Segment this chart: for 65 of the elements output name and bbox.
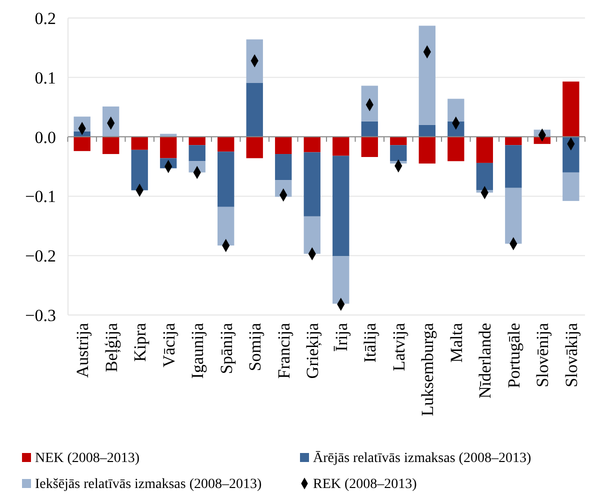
x-tick-label: Austrija — [73, 322, 92, 378]
bar — [418, 136, 436, 164]
bar — [218, 152, 234, 207]
bar — [246, 136, 263, 158]
bar — [390, 145, 407, 162]
bar — [332, 136, 350, 156]
x-tick-label: Igaunija — [188, 322, 208, 379]
x-tick-label: Malta — [446, 322, 466, 363]
bar — [418, 26, 436, 125]
x-tick-label: Beļģija — [102, 322, 121, 372]
y-tick-label: 0.2 — [34, 8, 56, 28]
x-tick-label: Latvija — [389, 322, 408, 372]
x-tick-label: Vācija — [159, 322, 178, 368]
bar — [275, 136, 292, 154]
bar — [476, 136, 493, 163]
bar — [505, 188, 522, 244]
y-tick-label: 0.0 — [34, 128, 56, 147]
bar — [246, 39, 263, 83]
x-tick-label: Īrija — [332, 322, 351, 352]
bar — [562, 136, 580, 172]
x-tick-label: Luksemburga — [418, 322, 438, 416]
bar — [562, 172, 580, 201]
bar — [361, 121, 378, 137]
bar — [102, 106, 120, 137]
bar — [131, 150, 148, 190]
bar — [361, 136, 378, 157]
bar — [188, 145, 206, 162]
bar — [160, 136, 177, 158]
x-tick-label: Slovēnija — [533, 322, 552, 388]
bar — [332, 256, 350, 304]
y-tick-label: −0.2 — [25, 246, 56, 266]
bar — [476, 162, 493, 190]
bar — [218, 136, 234, 152]
bar — [246, 82, 263, 137]
bar — [74, 136, 90, 152]
bar — [448, 136, 464, 162]
bar — [304, 136, 320, 152]
x-tick-label: Slovākija — [562, 322, 581, 388]
bar — [332, 156, 350, 256]
y-tick-label: 0.1 — [34, 68, 56, 88]
bar — [131, 136, 148, 150]
bar — [418, 124, 436, 137]
bar — [361, 86, 378, 122]
bar — [505, 145, 522, 188]
bar — [304, 216, 320, 254]
y-tick-label: −0.3 — [25, 306, 56, 325]
legend-label: NEK (2008–2013) — [35, 451, 140, 466]
x-tick-label: Grieķija — [303, 322, 322, 379]
bar — [562, 82, 580, 137]
legend-label: Ārējās relatīvās izmaksas (2008–2013) — [313, 451, 532, 466]
x-tick-label: Francija — [274, 322, 294, 379]
bar — [102, 136, 120, 154]
x-tick-label: Itālija — [360, 322, 380, 363]
x-tick-label: Somija — [246, 322, 265, 372]
legend-label: REK (2008–2013) — [313, 477, 418, 492]
bar — [448, 98, 464, 122]
bar — [304, 152, 320, 216]
bar — [275, 154, 292, 180]
x-tick-label: Spānija — [216, 322, 236, 374]
y-tick-label: −0.1 — [25, 187, 56, 206]
x-tick-label: Portugāle — [504, 323, 524, 388]
bar — [218, 206, 234, 246]
x-tick-label: Kipra — [130, 322, 150, 362]
legend-label: Iekšējās relatīvās izmaksas (2008–2013) — [35, 477, 262, 492]
x-tick-label: Nīderlande — [476, 323, 495, 399]
